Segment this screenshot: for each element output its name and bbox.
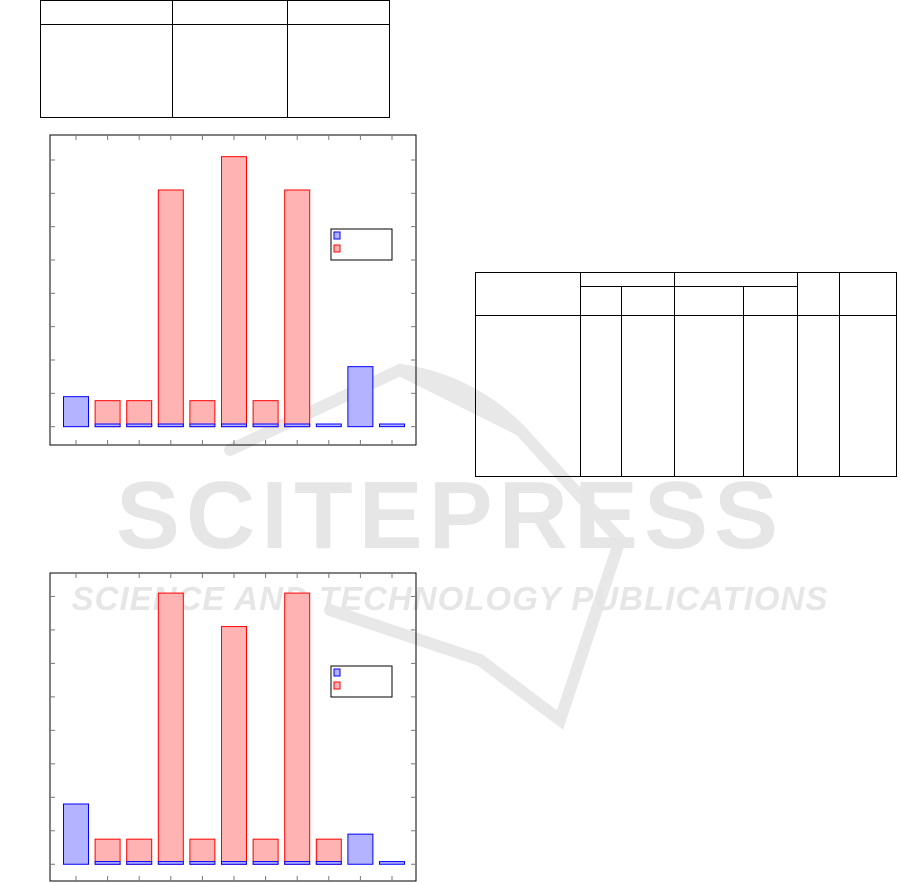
blue-bar <box>347 366 374 428</box>
legend-swatch-blue <box>333 231 341 240</box>
blue-bar <box>284 423 311 428</box>
blue-bar <box>94 861 121 865</box>
red-bar <box>284 592 311 865</box>
blue-bar <box>63 396 89 428</box>
table-border <box>389 0 390 118</box>
table-header-rule <box>475 315 896 316</box>
table-column-rule <box>674 272 675 477</box>
red-bar <box>252 838 279 865</box>
blue-bar <box>315 423 342 428</box>
red-bar <box>252 400 279 428</box>
table-subheader-rule <box>580 286 797 287</box>
red-bar <box>94 838 121 865</box>
blue-bar <box>189 423 216 428</box>
blue-bar <box>126 861 153 865</box>
legend <box>330 228 393 261</box>
red-bar <box>94 400 121 428</box>
red-bar <box>126 400 153 428</box>
table-column-rule <box>580 272 581 477</box>
red-bar <box>157 592 184 865</box>
blue-bar <box>157 423 184 428</box>
red-bar <box>284 189 311 428</box>
blue-bar <box>94 423 121 428</box>
red-bar <box>315 838 342 865</box>
table-border <box>896 272 897 477</box>
table-column-rule <box>621 286 622 477</box>
blue-bar <box>126 423 153 428</box>
table-border <box>475 272 476 477</box>
table-column-rule <box>839 272 840 477</box>
legend-swatch-red <box>333 244 341 253</box>
blue-bar <box>189 861 216 865</box>
red-bar <box>189 400 216 428</box>
red-bar <box>221 626 247 865</box>
table-column-rule <box>172 0 173 118</box>
blue-bar <box>221 423 247 428</box>
table-column-rule <box>743 286 744 477</box>
table-border <box>40 0 41 118</box>
table-column-rule <box>287 0 288 118</box>
table-border <box>475 272 896 273</box>
red-bar <box>189 838 216 865</box>
blue-bar <box>284 861 311 865</box>
table-column-rule <box>797 272 798 477</box>
blue-bar <box>252 423 279 428</box>
blue-bar <box>315 861 342 865</box>
red-bar <box>126 838 153 865</box>
blue-bar <box>157 861 184 865</box>
table-border <box>40 117 389 118</box>
blue-bar <box>347 833 374 865</box>
legend-swatch-red <box>333 681 341 690</box>
blue-bar <box>221 861 247 865</box>
table-border <box>475 476 896 477</box>
red-bar <box>221 156 247 428</box>
plot-frame <box>49 134 417 446</box>
table-border <box>40 0 389 1</box>
plot-frame <box>49 572 417 882</box>
blue-bar <box>63 803 89 865</box>
blue-bar <box>379 861 405 865</box>
legend-swatch-blue <box>333 668 341 677</box>
table-header-rule <box>40 24 389 25</box>
legend <box>330 665 393 698</box>
blue-bar <box>252 861 279 865</box>
blue-bar <box>379 423 405 428</box>
red-bar <box>157 189 184 428</box>
